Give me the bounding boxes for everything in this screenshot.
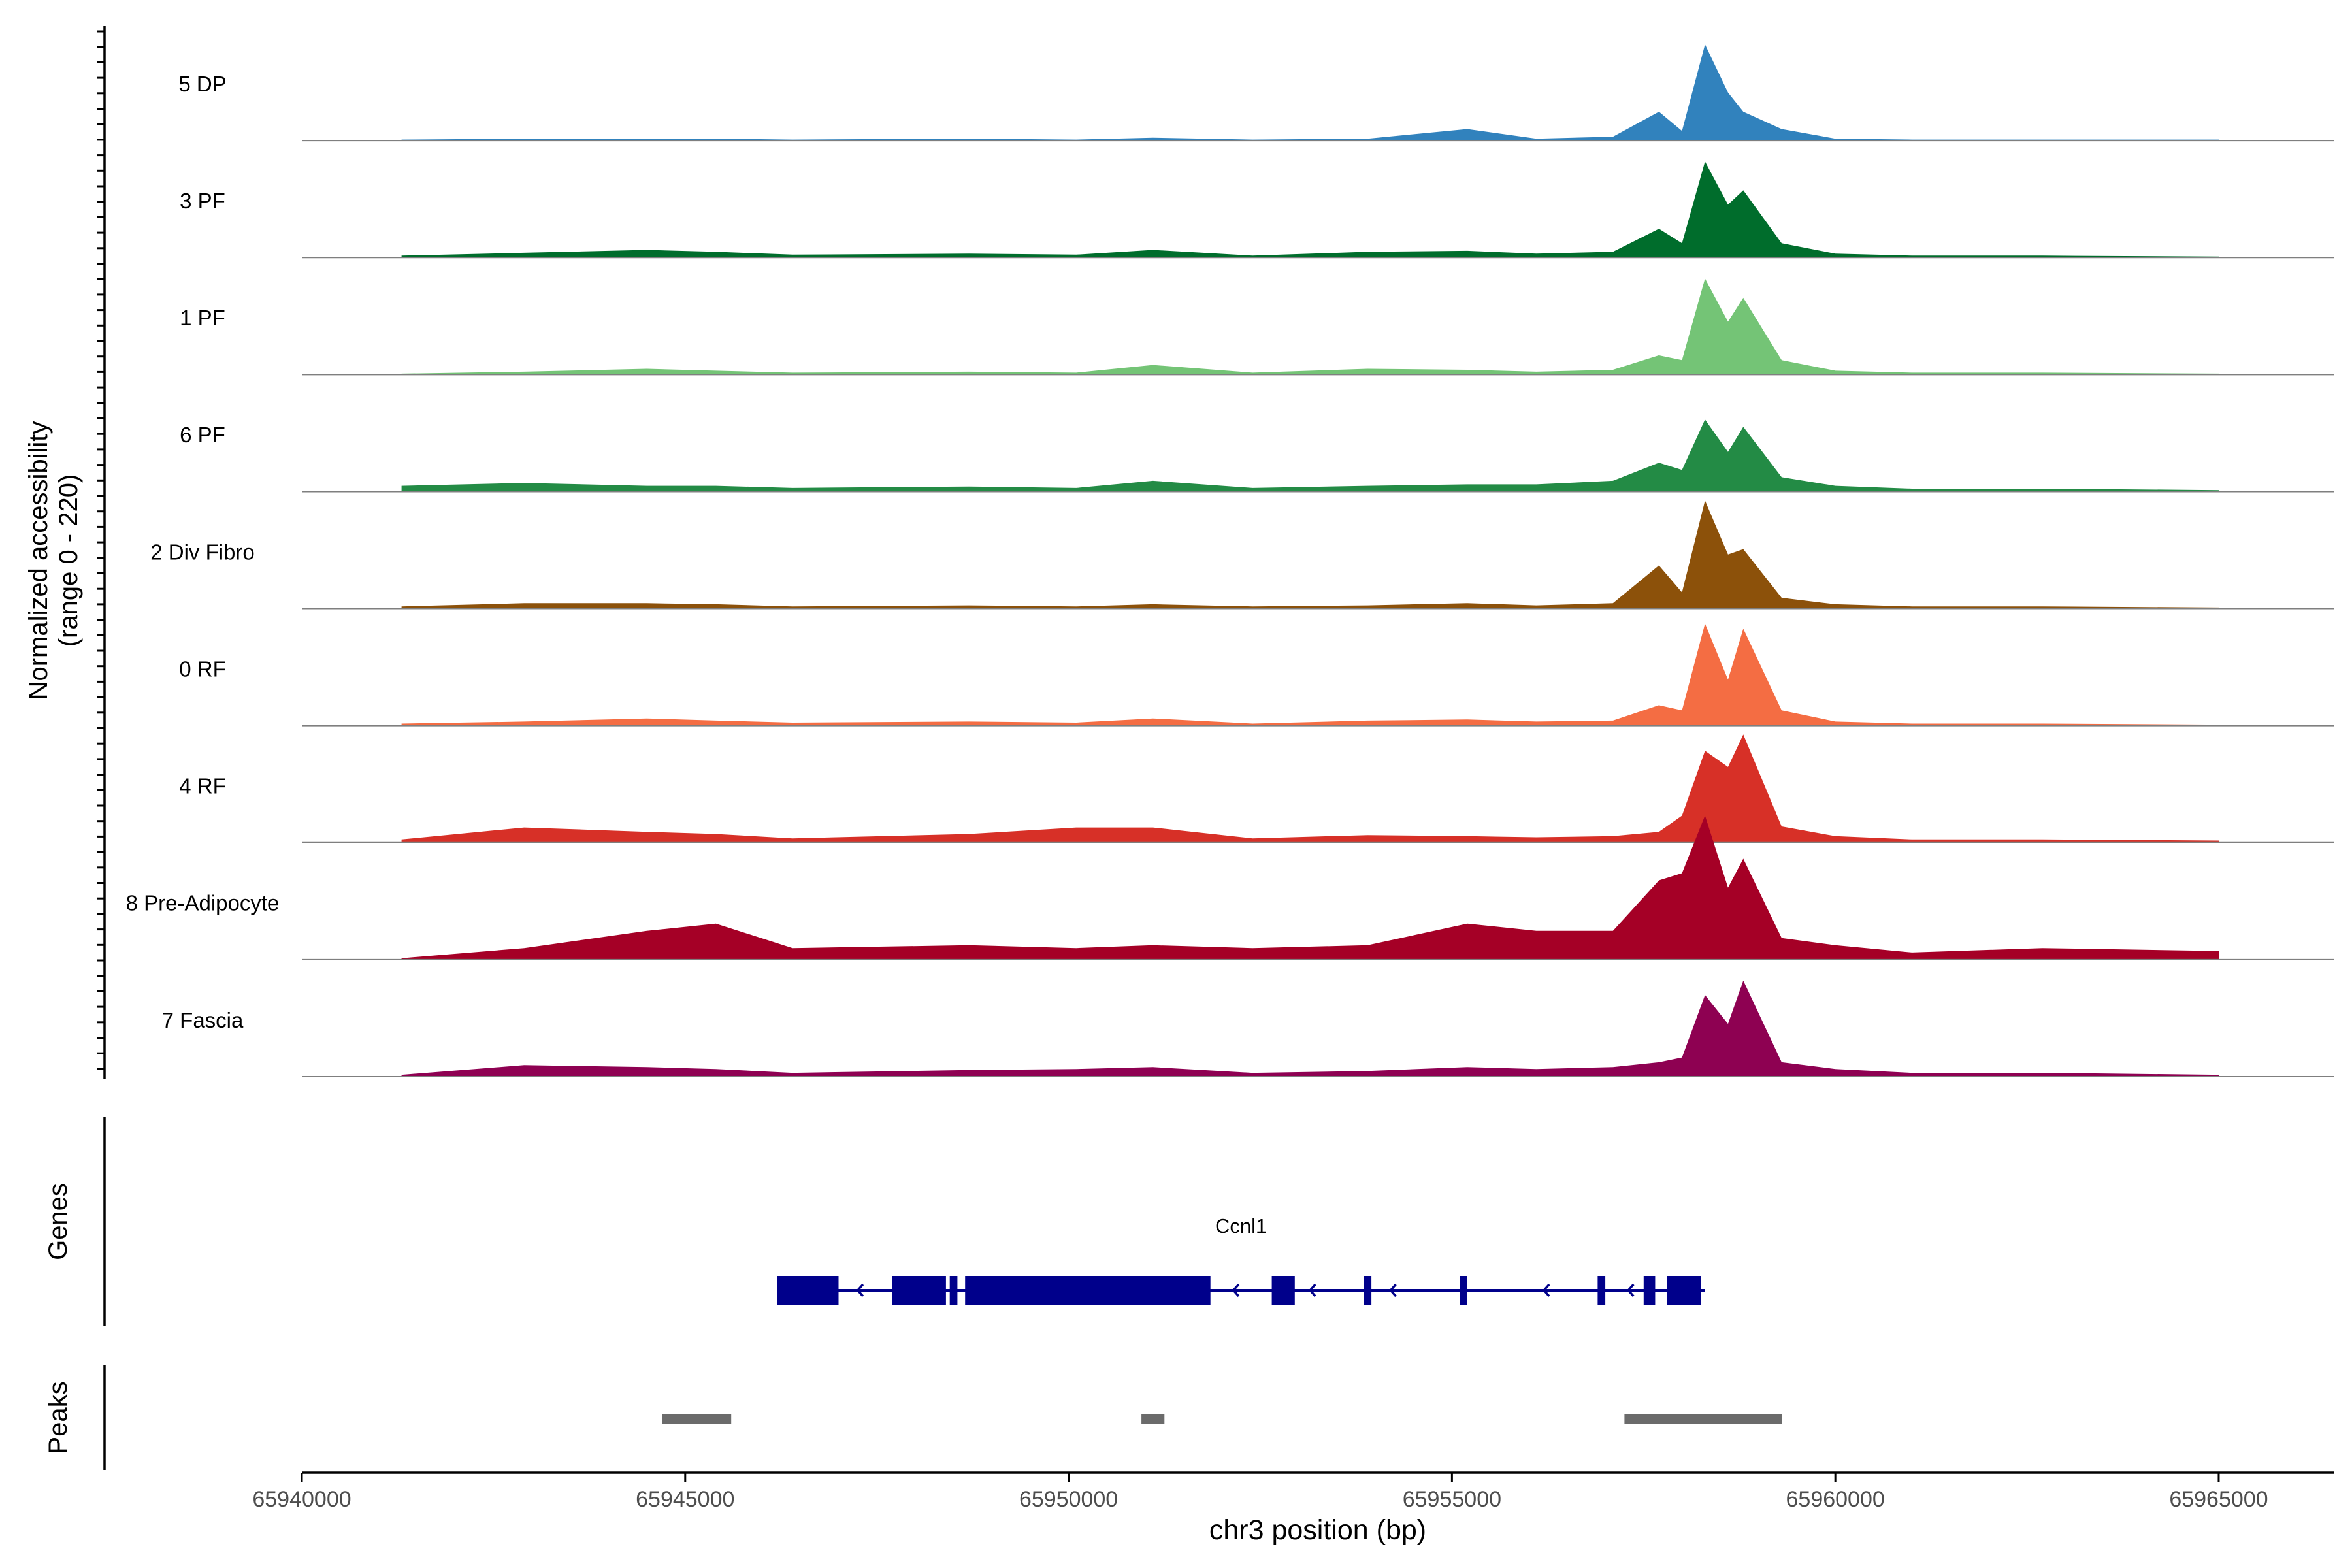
coverage-tracks: 5 DP 3 PF 1 PF 6 PF 2 Div Fibro 0 RF 4 RF 8 Pre… [126, 44, 2334, 1077]
coverage-left-axis [97, 26, 106, 1079]
peak-bar [662, 1414, 732, 1424]
genes-panel-title: Genes [44, 1183, 73, 1260]
coverage-area [401, 623, 2219, 726]
coverage-area [401, 734, 2219, 843]
track-label: 8 Pre-Adipocyte [126, 891, 280, 915]
strand-arrow [1626, 1283, 1635, 1298]
track-3: 1 PF [180, 278, 2334, 376]
track-label: 0 RF [179, 657, 226, 681]
track-label: 7 Fascia [162, 1008, 244, 1032]
exon-block [965, 1276, 1211, 1305]
exon-block [1271, 1276, 1295, 1305]
strand-arrow [1389, 1283, 1397, 1298]
peak-bar [1624, 1414, 1782, 1424]
track-6: 0 RF [179, 623, 2334, 727]
coverage-area [401, 161, 2219, 258]
strand-arrow [1232, 1283, 1240, 1298]
track-label: 5 DP [178, 72, 226, 96]
exon-block [949, 1276, 958, 1305]
x-tick-label: 65955000 [1403, 1487, 1501, 1512]
x-tick-label: 65940000 [252, 1487, 351, 1512]
track-1: 5 DP [178, 44, 2334, 142]
track-4: 6 PF [180, 419, 2334, 493]
y-axis-title-line2: (range 0 - 220) [54, 474, 83, 647]
exon-block [1643, 1276, 1656, 1305]
exon-block [1667, 1276, 1701, 1305]
gene-model [777, 1276, 1705, 1305]
x-tick-label: 65965000 [2169, 1487, 2268, 1512]
x-tick-label: 65945000 [636, 1487, 734, 1512]
track-5: 2 Div Fibro [150, 500, 2334, 610]
x-tick-label: 65960000 [1786, 1487, 1885, 1512]
coverage-area [401, 419, 2219, 492]
x-tick-label: 65950000 [1019, 1487, 1118, 1512]
track-label: 3 PF [180, 189, 225, 213]
exon-block [892, 1276, 946, 1305]
track-label: 4 RF [179, 774, 226, 798]
coverage-area [401, 500, 2219, 609]
coverage-area [401, 815, 2219, 960]
coverage-area [401, 44, 2219, 141]
x-axis-ticks: 65940000 65945000 65950000 65955000 65960000… [252, 1473, 2268, 1512]
exon-block [1597, 1276, 1606, 1305]
coverage-area [401, 278, 2219, 375]
peaks-panel-title: Peaks [44, 1381, 73, 1454]
track-7: 4 RF [179, 734, 2334, 843]
peak-regions [662, 1414, 1782, 1424]
track-2: 3 PF [180, 161, 2334, 259]
track-label: 1 PF [180, 306, 225, 330]
strand-arrow [1542, 1283, 1550, 1298]
gene-label: Ccnl1 [1215, 1215, 1267, 1237]
track-label: 6 PF [180, 423, 225, 447]
strand-arrow [1308, 1283, 1316, 1298]
track-9: 7 Fascia [162, 980, 2334, 1077]
track-8: 8 Pre-Adipocyte [126, 815, 2334, 960]
strand-arrow [856, 1283, 864, 1298]
x-axis-title: chr3 position (bp) [1209, 1514, 1426, 1546]
exon-block [777, 1276, 839, 1305]
exon-block [1460, 1276, 1467, 1305]
coverage-area [401, 980, 2219, 1077]
peak-bar [1141, 1414, 1165, 1424]
y-axis-title-line1: Normalized accessibility [24, 421, 53, 700]
exon-block [1364, 1276, 1372, 1305]
track-label: 2 Div Fibro [150, 540, 255, 564]
